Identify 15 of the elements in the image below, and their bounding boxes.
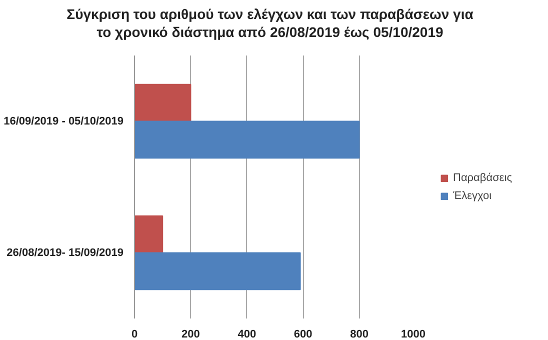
x-tick-label: 200 <box>182 328 200 340</box>
y-tick-label: 26/08/2019- 15/09/2019 <box>6 246 124 259</box>
x-tick-label: 600 <box>294 328 312 340</box>
x-tick-label: 800 <box>350 328 368 340</box>
y-tick-label: 16/09/2019 - 05/10/2019 <box>4 115 124 128</box>
bar <box>134 84 192 122</box>
legend-label: Παραβάσεις <box>453 172 512 184</box>
bar <box>134 252 301 290</box>
bar <box>134 215 164 254</box>
x-tick-label: 1000 <box>401 328 426 340</box>
chart-title: Σύγκριση του αριθμού των ελέγχων και των παραβάσεων για το χρονικό διάστημα από 26/08/2019 έως 05/10/2019 <box>66 5 474 42</box>
x-tick-label: 0 <box>131 328 138 340</box>
legend-label: Έλεγχοι <box>453 190 492 202</box>
x-tick-label: 400 <box>238 328 256 340</box>
bar <box>134 120 360 159</box>
